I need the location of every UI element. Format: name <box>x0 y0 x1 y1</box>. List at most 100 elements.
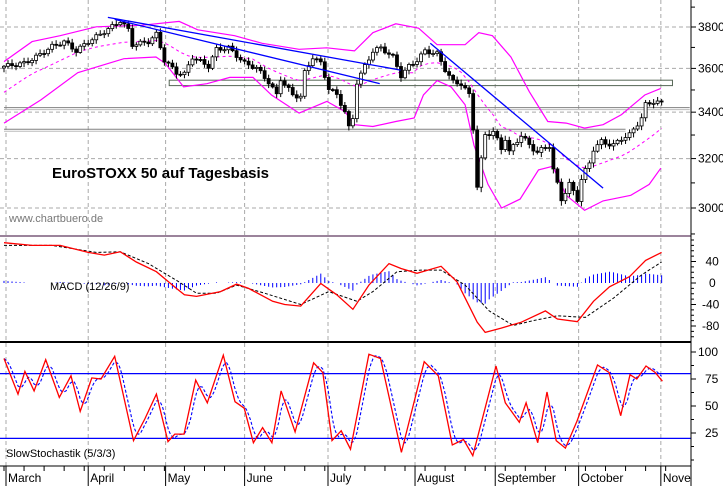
candle-body <box>154 31 159 39</box>
candle-body <box>619 139 624 142</box>
candle-body <box>286 84 291 88</box>
candle-body <box>471 93 476 131</box>
candle-body <box>371 51 375 61</box>
candle-body <box>559 181 564 202</box>
candle-body <box>134 44 139 47</box>
candle-body <box>202 59 207 65</box>
macd-tick-label: -80 <box>702 319 720 333</box>
candle-body <box>270 83 275 88</box>
candle-body <box>182 71 187 76</box>
candle-body <box>194 58 199 61</box>
candle-body <box>379 46 383 49</box>
candle-body <box>483 134 488 159</box>
candle-body <box>98 33 103 36</box>
candle-body <box>162 47 167 63</box>
candle-body <box>142 40 147 43</box>
stoch-tick-label: 25 <box>705 426 719 440</box>
candle-body <box>82 43 87 47</box>
candle-body <box>66 40 71 44</box>
macd-line <box>3 242 662 334</box>
candle-body <box>30 59 34 64</box>
candle-body <box>567 181 572 194</box>
candle-body <box>258 66 263 72</box>
candle-body <box>383 46 387 54</box>
candle-body <box>190 58 195 66</box>
candle-body <box>362 64 367 74</box>
trendline <box>429 42 604 189</box>
candle-body <box>334 89 339 95</box>
candle-body <box>146 41 151 45</box>
candle-body <box>278 80 283 95</box>
candle-body <box>138 40 143 46</box>
candle-body <box>198 59 203 61</box>
candle-body <box>447 71 452 76</box>
candle-body <box>46 48 51 55</box>
candle-body <box>118 22 123 26</box>
candle-body <box>575 190 580 202</box>
candle-body <box>539 147 544 153</box>
month-label: July <box>330 471 351 485</box>
candle-body <box>443 61 448 72</box>
candle-body <box>603 139 608 145</box>
candle-body <box>110 24 115 29</box>
candle-body <box>419 53 423 63</box>
candle-body <box>74 48 79 53</box>
candle-body <box>523 135 528 139</box>
stoch-tick-label: 100 <box>698 345 718 359</box>
candle-body <box>507 139 512 152</box>
candle-body <box>294 94 299 99</box>
candle-body <box>551 147 556 170</box>
bollinger-upper-band <box>3 20 662 129</box>
candle-body <box>455 79 460 85</box>
candle-body <box>262 70 267 79</box>
candle-body <box>615 139 620 145</box>
candle-body <box>354 83 359 119</box>
candle-body <box>290 87 295 96</box>
price-tick-label: 3400 <box>698 105 723 119</box>
candle-body <box>479 157 484 188</box>
candle-body <box>306 65 311 72</box>
month-label: May <box>168 471 191 485</box>
candle-body <box>14 65 18 68</box>
candle-body <box>655 100 660 104</box>
candle-body <box>26 61 30 64</box>
stochastic-label: SlowStochastik (5/3/3) <box>6 448 115 460</box>
macd-tick-label: 0 <box>709 276 716 290</box>
month-label: March <box>8 471 41 485</box>
stochastic-panel <box>0 352 691 458</box>
candle-body <box>130 28 135 47</box>
candle-body <box>254 66 259 69</box>
candle-body <box>495 131 500 139</box>
candle-body <box>94 34 99 41</box>
candle-body <box>346 111 351 127</box>
candle-body <box>342 105 347 112</box>
candle-body <box>491 131 496 136</box>
macd-label: MACD (12/26/9) <box>50 281 129 293</box>
candle-body <box>375 47 379 53</box>
candle-body <box>611 143 616 147</box>
price-tick-label: 3000 <box>698 201 723 215</box>
candle-body <box>302 70 307 97</box>
candle-body <box>42 53 46 55</box>
candle-body <box>527 137 532 145</box>
candle-body <box>122 22 127 25</box>
candle-body <box>571 181 576 191</box>
candle-body <box>391 53 395 56</box>
candle-body <box>218 47 223 51</box>
candle-body <box>314 58 319 61</box>
candle-body <box>587 162 592 169</box>
candle-body <box>266 78 271 85</box>
candle-body <box>423 49 427 55</box>
panel-frame <box>0 0 692 486</box>
candle-body <box>643 102 648 119</box>
candle-body <box>459 83 464 86</box>
candle-body <box>535 150 540 153</box>
candle-body <box>503 139 508 150</box>
candle-body <box>206 63 211 69</box>
candle-body <box>246 60 251 66</box>
candle-body <box>78 45 83 53</box>
candle-body <box>2 65 6 69</box>
month-label: June <box>247 471 273 485</box>
candle-body <box>298 95 303 99</box>
trendline <box>114 18 380 85</box>
